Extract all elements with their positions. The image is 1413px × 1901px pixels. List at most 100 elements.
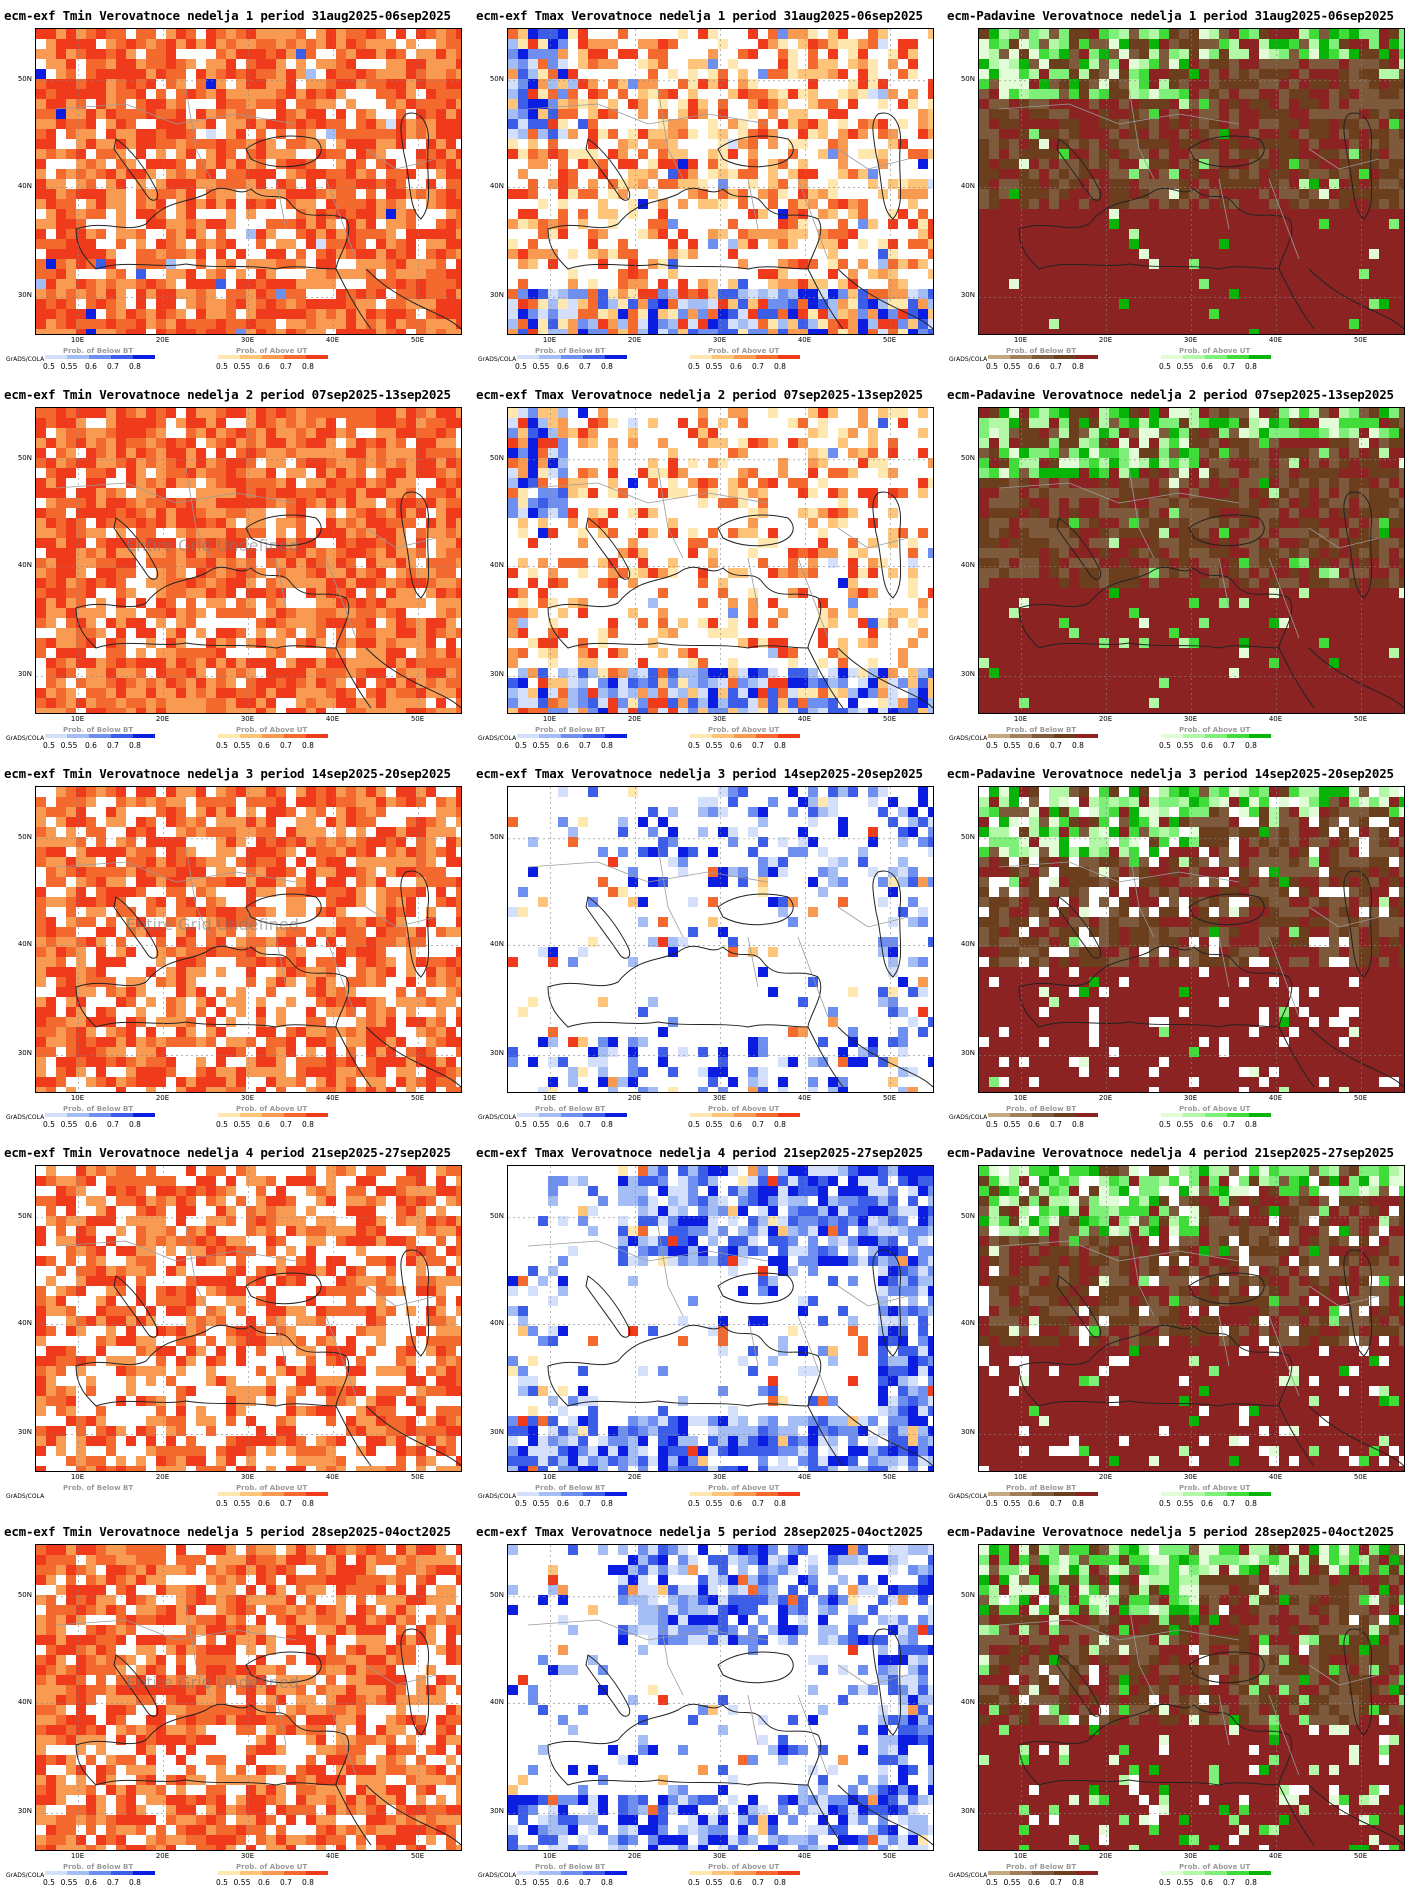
longitude-label: 30E (233, 1852, 263, 1860)
colorbar-below-swatches (45, 1871, 155, 1875)
colorbar-tick: 0.55 (1177, 1120, 1194, 1129)
latitude-label: 50N (947, 1212, 975, 1220)
latitude-label: 40N (4, 561, 32, 569)
longitude-label: 10E (63, 1473, 93, 1481)
colorbar-swatch (1205, 1871, 1227, 1875)
colorbar-above-swatches (218, 734, 328, 738)
grads-credit: GrADS/COLA (478, 1493, 516, 1500)
colorbar-swatch (218, 1492, 240, 1496)
longitude-label: 10E (63, 1852, 93, 1860)
colorbar-caption: Prob. of Below BT (63, 1105, 133, 1113)
colorbar-above-swatches (690, 355, 800, 359)
colorbar-swatch (67, 1113, 89, 1117)
colorbar-caption: Prob. of Above UT (1179, 347, 1250, 355)
colorbar-caption: Prob. of Above UT (236, 1484, 307, 1492)
longitude-label: 20E (1091, 1852, 1121, 1860)
colorbar-tick: 0.55 (234, 362, 251, 371)
longitude-label: 30E (1176, 336, 1206, 344)
latitude-label: 50N (947, 454, 975, 462)
colorbar-swatch (712, 1492, 734, 1496)
colorbar-swatch (1227, 355, 1249, 359)
latitude-label: 50N (476, 454, 504, 462)
colorbar-above-swatches (218, 1492, 328, 1496)
panel-title: ecm-exf Tmin Verovatnoce nedelja 4 perio… (4, 1145, 451, 1167)
latitude-label: 50N (947, 1591, 975, 1599)
probability-map (507, 407, 934, 714)
probability-map (507, 1544, 934, 1851)
colorbar-swatch (1205, 734, 1227, 738)
colorbar-below-swatches (517, 1113, 627, 1117)
colorbar-swatch (240, 1871, 262, 1875)
colorbar-tick: 0.5 (688, 741, 700, 750)
latitude-label: 40N (4, 182, 32, 190)
colorbar-swatch (1205, 355, 1227, 359)
colorbar-tick: 0.5 (515, 1120, 527, 1129)
colorbar-tick: 0.5 (515, 1499, 527, 1508)
undefined-grid-note: Entire Grid Undefined (126, 915, 299, 934)
colorbar-swatch (1227, 1492, 1249, 1496)
colorbar-tick: 0.55 (533, 362, 550, 371)
colorbar-caption: Prob. of Above UT (236, 347, 307, 355)
longitude-label: 40E (318, 715, 348, 723)
probability-map (978, 786, 1405, 1093)
colorbar-tick: 0.8 (774, 1878, 786, 1887)
latitude-label: 50N (4, 833, 32, 841)
map-canvas (979, 1545, 1404, 1850)
longitude-label: 20E (148, 1094, 178, 1102)
longitude-label: 10E (63, 715, 93, 723)
colorbar-tick: 0.8 (129, 1878, 141, 1887)
colorbar-below-swatches (45, 1113, 155, 1117)
colorbar-tick: 0.6 (85, 362, 97, 371)
panel-title: ecm-Padavine Verovatnoce nedelja 3 perio… (947, 766, 1394, 788)
longitude-label: 50E (1346, 1094, 1376, 1102)
colorbar-tick: 0.8 (1245, 1120, 1257, 1129)
forecast-panel-padavine-week-4: ecm-Padavine Verovatnoce nedelja 4 perio… (943, 1137, 1413, 1515)
latitude-label: 50N (476, 75, 504, 83)
colorbar-tick: 0.8 (601, 1499, 613, 1508)
longitude-label: 40E (318, 336, 348, 344)
latitude-label: 30N (947, 670, 975, 678)
colorbar-tick: 0.5 (216, 1120, 228, 1129)
colorbar-swatch (306, 1113, 328, 1117)
colorbar-tick: 0.55 (706, 741, 723, 750)
colorbar-tick: 0.8 (1245, 741, 1257, 750)
colorbar-swatch (1054, 1871, 1076, 1875)
longitude-label: 50E (403, 336, 433, 344)
forecast-panel-tmax-week-4: ecm-exf Tmax Verovatnoce nedelja 4 perio… (472, 1137, 942, 1515)
colorbar-caption: Prob. of Above UT (236, 1863, 307, 1871)
longitude-label: 30E (705, 1094, 735, 1102)
colorbar-swatch (240, 1113, 262, 1117)
colorbar-swatch (1227, 1871, 1249, 1875)
latitude-label: 40N (4, 1319, 32, 1327)
forecast-panel-tmax-week-2: ecm-exf Tmax Verovatnoce nedelja 2 perio… (472, 379, 942, 757)
colorbar-caption: Prob. of Below BT (535, 1484, 605, 1492)
colorbar-tick: 0.55 (61, 741, 78, 750)
colorbar-swatch (539, 1492, 561, 1496)
colorbar-tick: 0.8 (1072, 1878, 1084, 1887)
map-canvas (508, 787, 933, 1092)
colorbar-swatch (756, 1871, 778, 1875)
longitude-label: 30E (1176, 1852, 1206, 1860)
longitude-label: 50E (1346, 715, 1376, 723)
longitude-label: 40E (1261, 336, 1291, 344)
colorbar-tick: 0.5 (515, 741, 527, 750)
forecast-panel-tmin-week-5: ecm-exf Tmin Verovatnoce nedelja 5 perio… (0, 1516, 470, 1894)
longitude-label: 20E (148, 1473, 178, 1481)
colorbar-swatch (690, 355, 712, 359)
panel-title: ecm-Padavine Verovatnoce nedelja 2 perio… (947, 387, 1394, 409)
colorbar-swatch (605, 1492, 627, 1496)
colorbar-tick: 0.6 (730, 1120, 742, 1129)
forecast-panel-padavine-week-2: ecm-Padavine Verovatnoce nedelja 2 perio… (943, 379, 1413, 757)
longitude-label: 50E (403, 715, 433, 723)
longitude-label: 10E (1006, 1094, 1036, 1102)
colorbar-below-swatches (45, 355, 155, 359)
colorbar-swatch (240, 355, 262, 359)
longitude-label: 30E (705, 715, 735, 723)
colorbar-tick: 0.8 (1072, 362, 1084, 371)
latitude-label: 50N (476, 1591, 504, 1599)
longitude-label: 30E (705, 1852, 735, 1860)
colorbar-tick: 0.8 (1245, 362, 1257, 371)
map-canvas (36, 1545, 461, 1850)
panel-title: ecm-exf Tmin Verovatnoce nedelja 3 perio… (4, 766, 451, 788)
colorbar-swatch (1032, 355, 1054, 359)
